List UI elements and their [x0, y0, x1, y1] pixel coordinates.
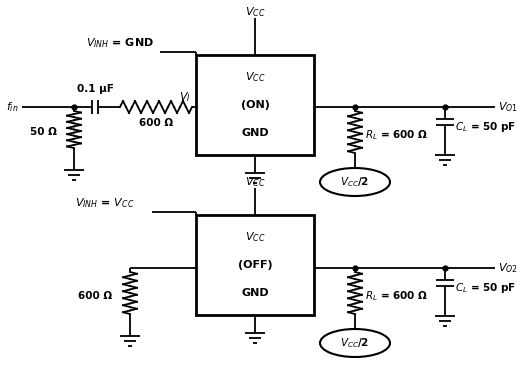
Text: $f_{in}$: $f_{in}$ — [6, 100, 18, 114]
Text: $V_{CC}$: $V_{CC}$ — [245, 230, 265, 244]
Text: $V_{O2}$: $V_{O2}$ — [498, 261, 518, 275]
Text: (ON): (ON) — [241, 100, 269, 110]
Text: $R_L$ = 600 Ω: $R_L$ = 600 Ω — [365, 289, 428, 303]
Text: $R_L$ = 600 Ω: $R_L$ = 600 Ω — [365, 128, 428, 142]
Text: $V_{CC}$: $V_{CC}$ — [245, 70, 265, 84]
Text: GND: GND — [241, 288, 269, 298]
Bar — [196, 55, 314, 155]
Text: 600 Ω: 600 Ω — [78, 291, 112, 301]
Bar — [196, 215, 314, 315]
Text: $V_{CC}$/2: $V_{CC}$/2 — [340, 175, 369, 189]
Text: GND: GND — [241, 128, 269, 138]
Ellipse shape — [320, 168, 390, 196]
Text: $V_{CC}$: $V_{CC}$ — [245, 5, 265, 19]
Text: $V_{O1}$: $V_{O1}$ — [498, 100, 518, 114]
Text: 600 Ω: 600 Ω — [139, 118, 173, 128]
Text: $V_{CC}$: $V_{CC}$ — [245, 175, 265, 189]
Text: $V_{CC}$/2: $V_{CC}$/2 — [340, 336, 369, 350]
Text: $C_L$ = 50 pF: $C_L$ = 50 pF — [455, 281, 516, 295]
Text: (OFF): (OFF) — [238, 260, 272, 270]
Text: $V_{INH}$ = $V_{CC}$: $V_{INH}$ = $V_{CC}$ — [75, 196, 135, 210]
Text: 50 Ω: 50 Ω — [30, 127, 57, 137]
Text: $C_L$ = 50 pF: $C_L$ = 50 pF — [455, 120, 516, 134]
Text: $V_{INH}$ = GND: $V_{INH}$ = GND — [86, 36, 154, 50]
Text: 0.1 μF: 0.1 μF — [77, 84, 113, 94]
Text: $V_I$: $V_I$ — [179, 90, 191, 104]
Ellipse shape — [320, 329, 390, 357]
